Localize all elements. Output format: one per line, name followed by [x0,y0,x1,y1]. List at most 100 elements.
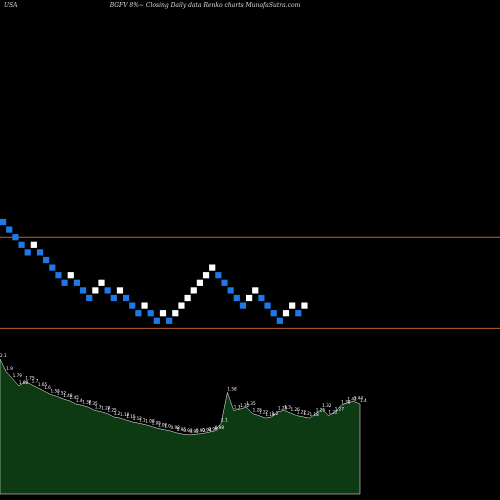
renko-brick [282,310,290,317]
renko-brick [209,264,216,271]
renko-brick [264,302,271,309]
volume-label: 0.98 [171,425,181,430]
volume-label: 0.96 [208,426,218,431]
volume-label: 1.45 [70,395,80,400]
volume-label: 0.93 [196,428,206,433]
volume-label: 1.75 [25,376,35,381]
renko-brick [252,287,259,294]
volume-label: 1.2 [303,411,310,416]
renko-brick [98,279,105,286]
renko-brick [295,310,302,317]
volume-label: 1.22 [259,410,269,415]
renko-brick [104,287,111,294]
volume-label: 1.65 [38,382,48,387]
volume-label: 1.12 [133,416,143,421]
renko-brick [135,310,142,317]
volume-label: 1.2 [114,411,121,416]
volume-label: 1.32 [240,403,250,408]
volume-label: 1.28 [278,406,288,411]
volume-label: 0.92 [190,429,200,434]
renko-brick [36,249,44,256]
renko-brick [190,287,197,294]
volume-label: 1.15 [126,414,136,419]
volume-label: 1.7 [32,379,39,384]
renko-brick [270,310,277,317]
volume-label: 2.1 [0,353,7,358]
renko-brick [233,294,240,302]
volume-label: 1.35 [88,401,98,406]
renko-brick [129,302,136,309]
renko-brick [239,302,247,309]
volume-label: 1.2 [272,411,279,416]
volume-label: 1.44 [354,395,364,400]
renko-brick [159,310,167,317]
renko-brick [73,279,80,286]
volume-label: 1.26 [291,407,301,412]
volume-label: 0.93 [183,428,193,433]
renko-brick [18,241,25,248]
reference-lines [0,236,500,329]
renko-brick [276,317,283,324]
volume-label: 1.3 [234,404,241,409]
volume-label: 1.38 [82,399,92,404]
volume-label: 0.98 [215,425,225,430]
volume-label: 1.58 [227,386,237,391]
renko-brick [166,317,173,324]
renko-brick [123,294,130,302]
renko-brick [178,302,185,309]
volume-label: 1.3 [284,404,291,409]
volume-label: 1.28 [101,406,111,411]
volume-label: 1.52 [57,390,67,395]
volume-label: 1.22 [297,410,307,415]
renko-brick [61,279,68,286]
renko-brick [30,241,37,248]
volume-label: 1.35 [246,401,256,406]
volume-label: 1.79 [13,373,23,378]
volume-label: 1.18 [120,412,130,417]
renko-brick [55,272,62,279]
renko-brick [24,249,31,256]
volume-label: 1.05 [152,421,162,426]
volume-label: 1.22 [328,410,338,415]
renko-brick [116,287,124,294]
renko-brick [147,310,154,317]
volume-label: 1.27 [335,406,345,411]
renko-brick [221,279,228,286]
volume-label: 1.02 [158,422,168,427]
volume-area: 2.1 1.91.79 1.681.751.71.651.61.551.521.48… [0,353,367,495]
renko-brick [202,272,210,279]
volume-area-fill [0,358,361,495]
volume-label: 1.0 [164,424,171,429]
volume-label: 1.18 [310,412,320,417]
volume-label: 1.1 [221,417,228,422]
volume-label: 1.68 [19,380,29,385]
renko-brick [6,226,13,233]
renko-brick [67,272,74,279]
renko-brick [110,294,117,302]
renko-brick [12,234,19,241]
renko-brick [43,256,50,264]
volume-label: 1.48 [63,393,73,398]
renko-brick [301,302,308,309]
renko-brick [79,287,87,294]
volume-label: 0.95 [177,427,187,432]
renko-bricks [0,218,308,324]
volume-label: 1.32 [322,403,332,408]
volume-label: 1.4 [76,398,83,403]
volume-label: 1.25 [316,408,326,413]
volume-label: 1.18 [265,412,275,417]
volume-label: 1.1 [139,417,146,422]
renko-brick [153,317,160,324]
renko-brick [289,302,296,309]
volume-label: 1.55 [51,388,61,393]
volume-label: 1.08 [145,419,155,424]
renko-brick [172,310,179,317]
renko-brick [246,294,253,302]
volume-label: 1.42 [347,397,357,402]
renko-brick [0,218,7,226]
volume-label: 1.25 [253,408,263,413]
country-label: USA [4,2,18,9]
volume-label: 1.25 [107,408,117,413]
volume-label: 1.4 [360,398,367,403]
